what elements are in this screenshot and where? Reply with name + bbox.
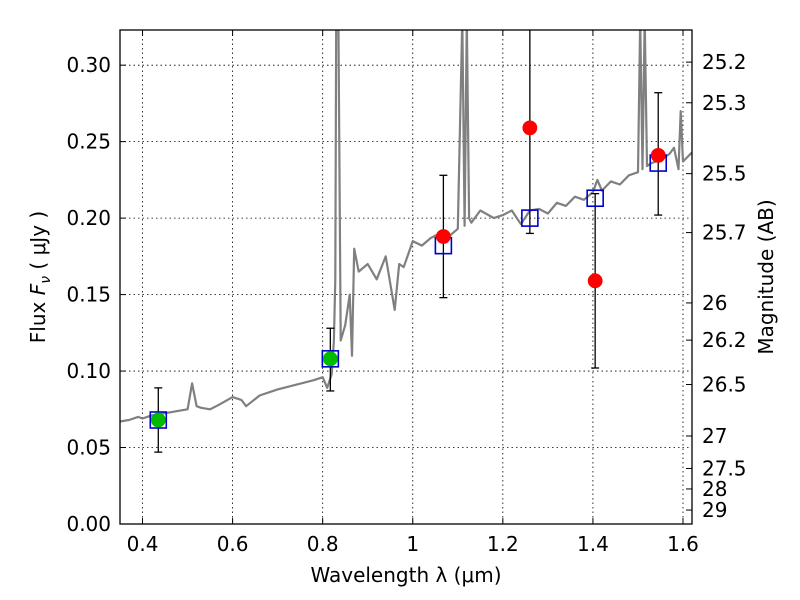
y-axis-title-unit: ( μJy ) xyxy=(26,211,50,276)
y2-axis-title: Magnitude (AB) xyxy=(754,199,778,354)
spectrum-line xyxy=(120,30,692,423)
y-axis-title-f: F xyxy=(26,283,50,295)
x-tick-label: 1.4 xyxy=(577,532,609,556)
y-tick-label: 0.00 xyxy=(66,512,111,536)
model-square-marker xyxy=(321,350,340,368)
y-axis-title-nu: ν xyxy=(38,276,54,284)
mag-tick-label: 29 xyxy=(702,498,727,522)
mag-tick-label: 27.5 xyxy=(702,456,747,480)
x-tick-label: 0.4 xyxy=(127,532,159,556)
observed-nir-point xyxy=(522,120,538,136)
mag-tick-label: 27 xyxy=(702,424,727,448)
grid-lines xyxy=(120,30,692,525)
plot-area xyxy=(120,30,692,453)
observed-optical-point xyxy=(150,412,166,428)
axis-ticks: 0.4 0.6 0.8 1 1.2 1.4 1.6 0.00 0.05 0.10 0.15 0.20 0… xyxy=(66,30,747,556)
mag-tick-label: 25.7 xyxy=(702,221,747,245)
y-tick-label: 0.15 xyxy=(66,283,111,307)
mag-tick-label: 28 xyxy=(702,477,727,501)
model-square-marker xyxy=(149,411,168,429)
mag-tick-label: 26.2 xyxy=(702,328,747,352)
plot-frame xyxy=(119,29,693,525)
y-tick-label: 0.30 xyxy=(66,53,111,77)
x-tick-label: 1.6 xyxy=(667,532,699,556)
observed-nir-point xyxy=(587,273,603,289)
model-square-marker xyxy=(521,209,539,227)
mag-tick-label: 25.5 xyxy=(702,162,747,186)
y-tick-label: 0.05 xyxy=(66,436,111,460)
model-square-marker xyxy=(586,189,604,208)
mag-tick-label: 25.2 xyxy=(702,50,747,74)
mag-tick-label: 26 xyxy=(702,291,727,315)
x-tick-label: 0.6 xyxy=(217,532,249,556)
x-tick-label: 0.8 xyxy=(307,532,339,556)
y-tick-label: 0.25 xyxy=(66,130,111,154)
x-tick-label: 1.2 xyxy=(487,532,519,556)
observed-nir-point xyxy=(650,148,666,163)
mag-tick-label: 26.5 xyxy=(702,373,747,397)
y-tick-label: 0.10 xyxy=(66,359,111,383)
y-tick-label: 0.20 xyxy=(66,206,111,230)
observed-nir-point xyxy=(435,229,451,244)
observed-optical-point xyxy=(322,351,338,367)
mag-tick-label: 25.3 xyxy=(702,91,747,115)
x-tick-label: 1 xyxy=(406,532,419,556)
x-axis-title: Wavelength λ (μm) xyxy=(310,563,501,587)
y-axis-title-flux: Flux xyxy=(26,295,50,343)
y-axis-title: Flux Fν ( μJy ) xyxy=(26,211,54,343)
